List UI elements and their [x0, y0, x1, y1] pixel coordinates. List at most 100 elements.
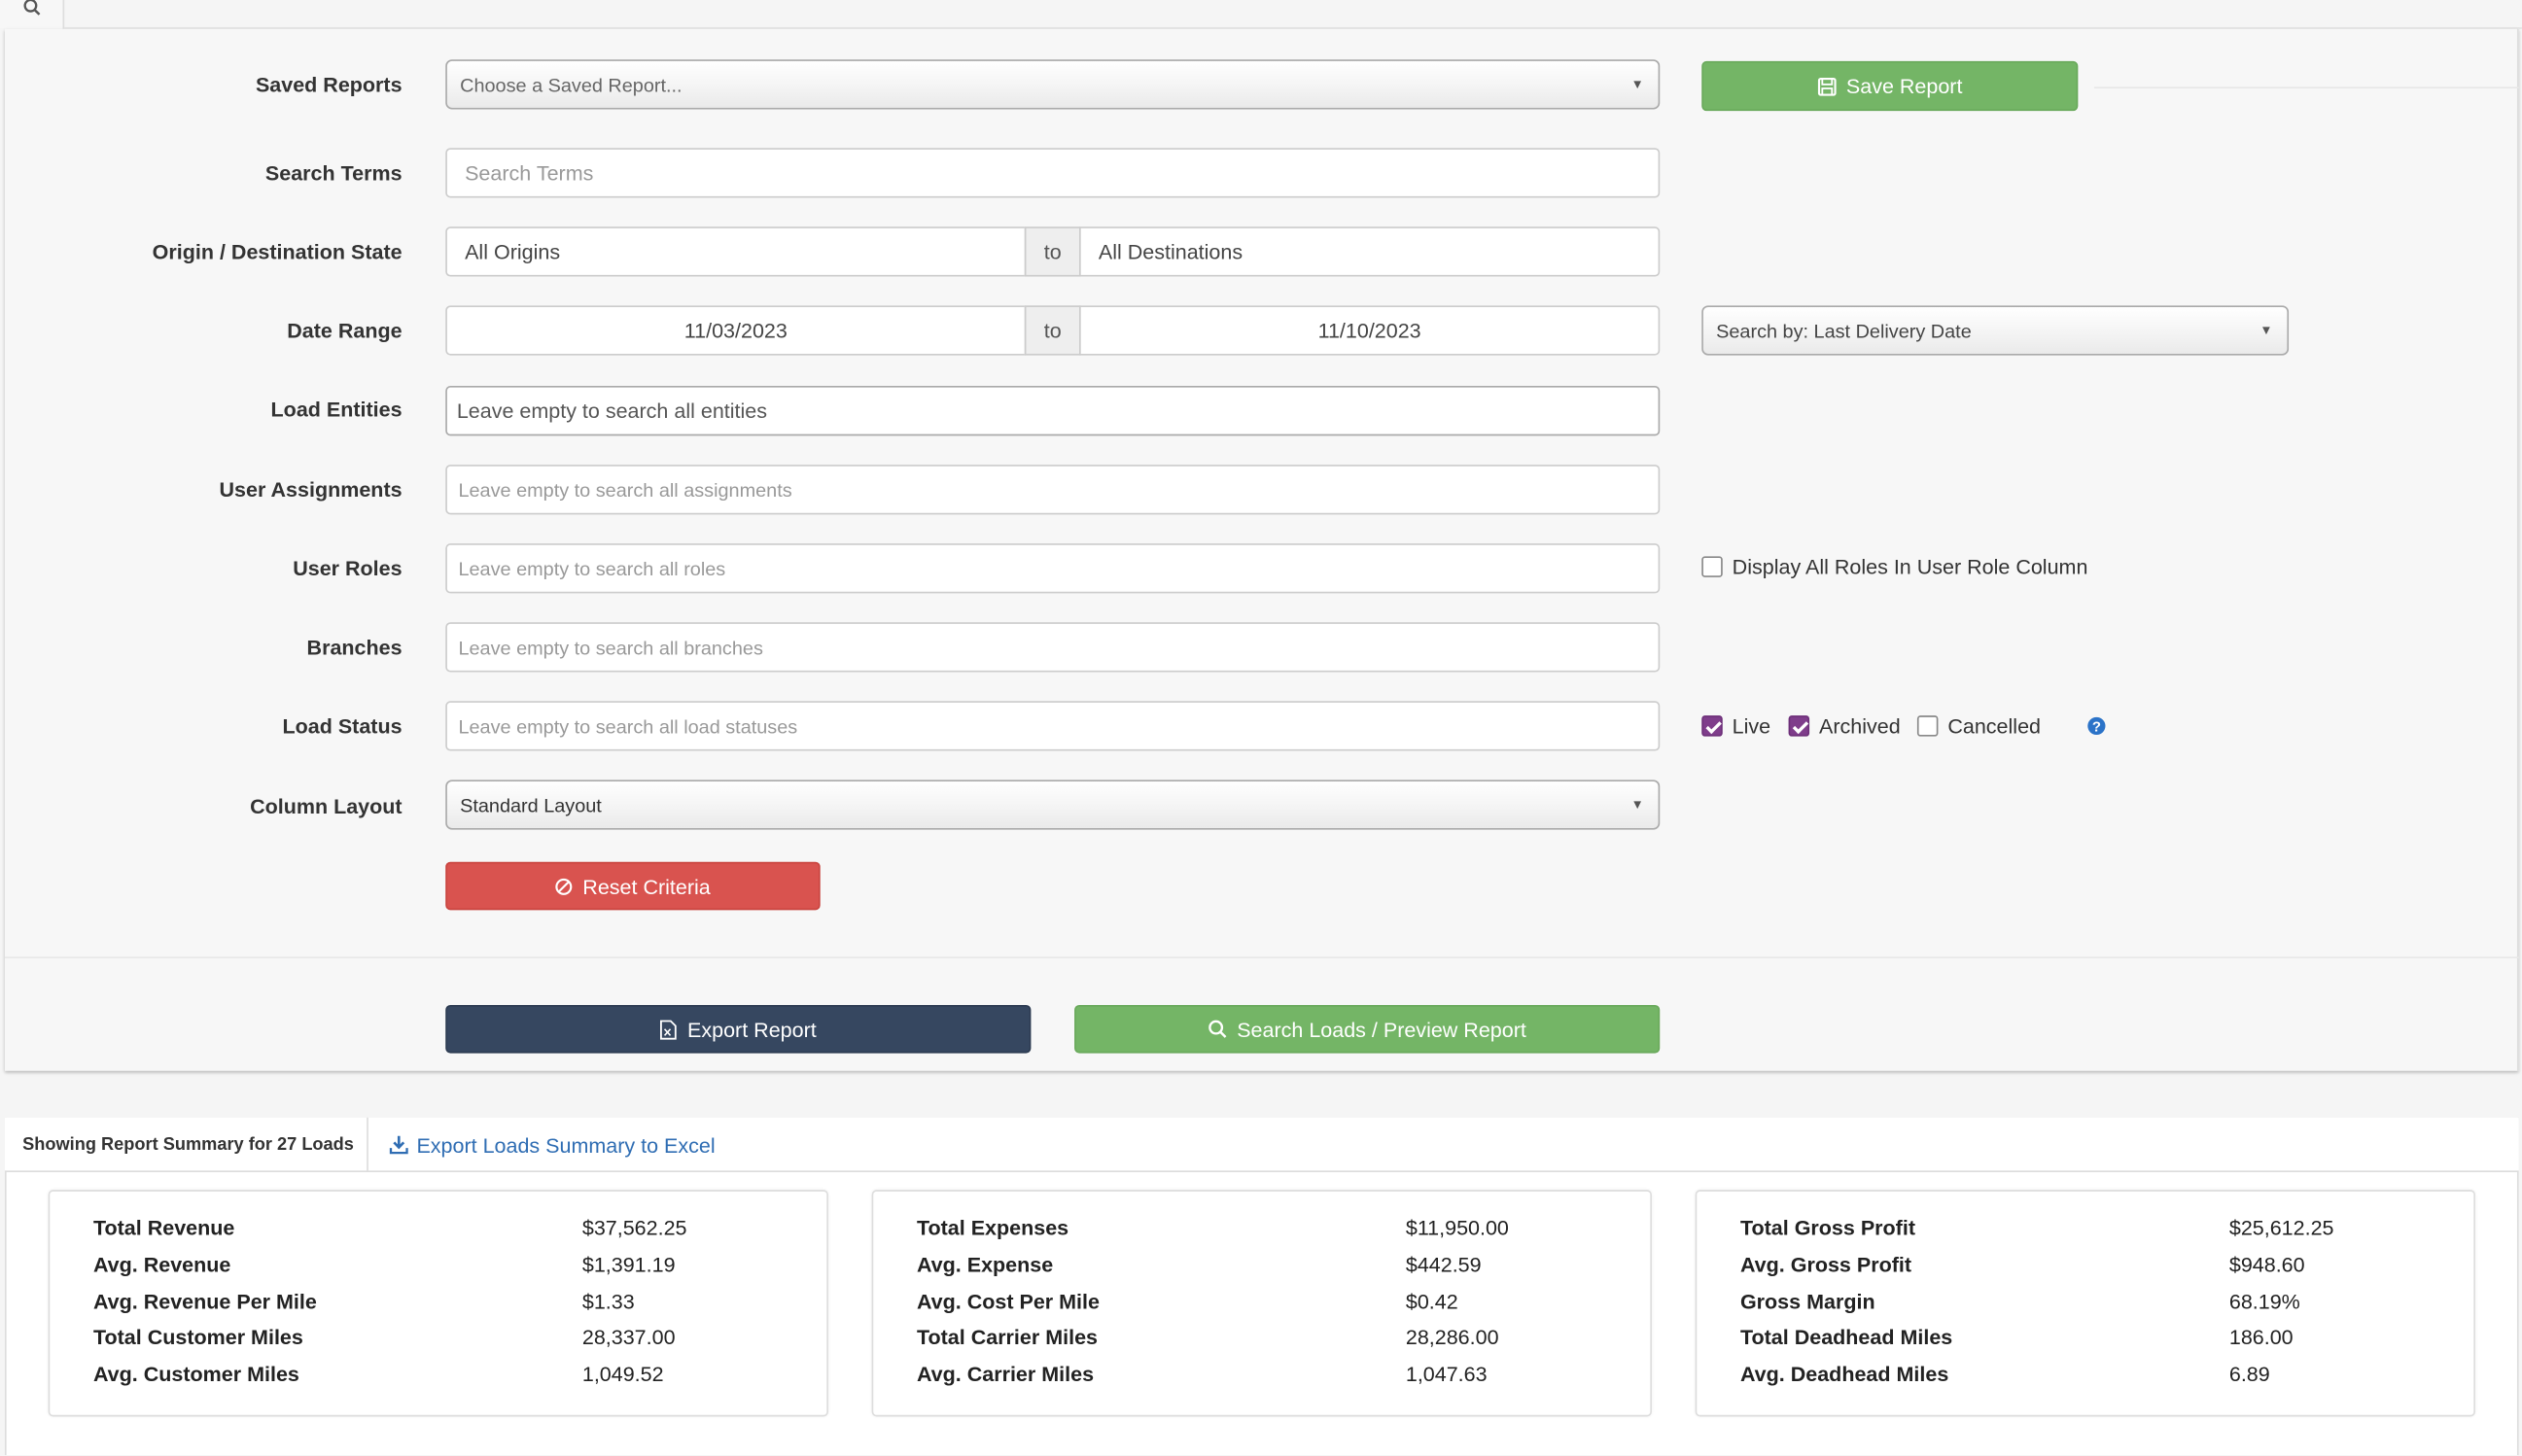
status-archived-checkbox[interactable]: [1788, 715, 1810, 737]
divider: [4, 956, 2519, 958]
stat-label: Avg. Revenue Per Mile: [92, 1289, 317, 1314]
stat-value: $0.42: [1405, 1289, 1458, 1314]
stat-label: Avg. Deadhead Miles: [1739, 1362, 1949, 1387]
profit-summary-card: Total Gross Profit $25,612.25 Avg. Gross…: [1695, 1190, 2475, 1417]
load-entities-placeholder: Leave empty to search all entities: [456, 399, 767, 424]
stat-label: Total Carrier Miles: [916, 1325, 1099, 1349]
branches-placeholder: Leave empty to search all branches: [458, 636, 763, 659]
saved-reports-label: Saved Reports: [255, 72, 403, 97]
search-by-select[interactable]: Search by: Last Delivery Date ▼: [1701, 305, 2290, 356]
caret-down-icon: ▼: [1630, 76, 1644, 91]
status-live-checkbox[interactable]: [1701, 715, 1723, 737]
tab-report-summary[interactable]: Showing Report Summary for 27 Loads: [5, 1117, 368, 1172]
status-archived-option[interactable]: Archived: [1788, 713, 1901, 739]
column-layout-select[interactable]: Standard Layout ▼: [445, 780, 1661, 830]
stat-label: Total Customer Miles: [92, 1325, 303, 1349]
status-cancelled-checkbox[interactable]: [1916, 715, 1939, 737]
load-entities-input[interactable]: Leave empty to search all entities: [445, 386, 1661, 436]
stat-value: 1,049.52: [581, 1362, 664, 1387]
stat-value: 28,337.00: [581, 1325, 676, 1349]
stat-label: Avg. Revenue: [92, 1252, 231, 1277]
export-summary-label: Export Loads Summary to Excel: [416, 1132, 716, 1158]
status-cancelled-option[interactable]: Cancelled: [1916, 713, 2042, 739]
status-live-option[interactable]: Live: [1701, 713, 1771, 739]
stat-value: 6.89: [2228, 1362, 2270, 1387]
search-terms-placeholder: Search Terms: [465, 160, 594, 186]
expense-summary-card: Total Expenses $11,950.00 Avg. Expense $…: [871, 1190, 1652, 1417]
destination-state-input[interactable]: All Destinations: [1079, 226, 1661, 277]
stat-value: 68.19%: [2228, 1289, 2300, 1314]
help-icon[interactable]: ?: [2087, 716, 2106, 736]
user-assignments-label: User Assignments: [219, 477, 403, 503]
summary-tabbar: [4, 1117, 2519, 1172]
load-entities-label: Load Entities: [270, 397, 403, 422]
date-end-value: 11/10/2023: [1317, 318, 1421, 343]
search-icon: [22, 0, 42, 17]
user-roles-label: User Roles: [293, 556, 403, 581]
stat-value: $1,391.19: [581, 1252, 676, 1277]
ban-icon: [555, 877, 573, 895]
column-layout-label: Column Layout: [250, 794, 403, 819]
search-loads-button[interactable]: Search Loads / Preview Report: [1074, 1004, 1661, 1054]
origin-destination-label: Origin / Destination State: [152, 239, 403, 264]
search-terms-input[interactable]: Search Terms: [445, 148, 1661, 198]
stat-value: $948.60: [2228, 1252, 2305, 1277]
reset-criteria-button[interactable]: Reset Criteria: [445, 861, 821, 911]
stat-label: Total Deadhead Miles: [1739, 1325, 1953, 1349]
stat-value: 28,286.00: [1405, 1325, 1499, 1349]
excel-file-icon: [660, 1019, 678, 1040]
display-all-roles-checkbox[interactable]: [1701, 556, 1723, 577]
display-all-roles-option[interactable]: Display All Roles In User Role Column: [1701, 555, 2087, 579]
search-loads-label: Search Loads / Preview Report: [1237, 1017, 1526, 1042]
revenue-summary-card: Total Revenue $37,562.25 Avg. Revenue $1…: [48, 1190, 828, 1417]
load-status-label: Load Status: [282, 713, 403, 739]
date-start-value: 11/03/2023: [683, 318, 788, 343]
top-toolbar: [0, 0, 2522, 29]
load-status-placeholder: Leave empty to search all load statuses: [458, 714, 798, 738]
user-roles-placeholder: Leave empty to search all roles: [458, 557, 726, 580]
stat-value: $442.59: [1405, 1252, 1482, 1277]
user-roles-input[interactable]: Leave empty to search all roles: [445, 543, 1661, 594]
origin-to-connector: to: [1024, 226, 1081, 277]
save-report-label: Save Report: [1845, 74, 1963, 98]
export-report-button[interactable]: Export Report: [445, 1004, 1032, 1054]
saved-reports-value: Choose a Saved Report...: [460, 73, 683, 96]
branches-input[interactable]: Leave empty to search all branches: [445, 622, 1661, 673]
status-live-label: Live: [1732, 713, 1771, 739]
stat-label: Avg. Expense: [916, 1252, 1054, 1277]
load-status-input[interactable]: Leave empty to search all load statuses: [445, 701, 1661, 751]
stat-value: 186.00: [2228, 1325, 2294, 1349]
origin-state-input[interactable]: All Origins: [445, 226, 1027, 277]
divider: [2093, 87, 2519, 88]
save-report-button[interactable]: Save Report: [1701, 60, 2079, 112]
stat-value: $25,612.25: [2228, 1215, 2334, 1240]
search-icon: [1208, 1020, 1227, 1039]
date-to-connector: to: [1024, 305, 1081, 356]
stat-label: Total Gross Profit: [1739, 1215, 1915, 1240]
caret-down-icon: ▼: [2259, 322, 2273, 337]
stat-value: $1.33: [581, 1289, 635, 1314]
stat-label: Avg. Customer Miles: [92, 1362, 299, 1387]
stat-label: Avg. Carrier Miles: [916, 1362, 1095, 1387]
toolbar-search-button[interactable]: [0, 0, 65, 29]
destination-state-value: All Destinations: [1098, 239, 1243, 264]
date-range-label: Date Range: [287, 318, 403, 343]
search-by-value: Search by: Last Delivery Date: [1716, 319, 1972, 342]
stat-label: Total Expenses: [916, 1215, 1069, 1240]
caret-down-icon: ▼: [1630, 796, 1644, 812]
status-cancelled-label: Cancelled: [1947, 713, 2042, 739]
stat-label: Gross Margin: [1739, 1289, 1875, 1314]
date-start-input[interactable]: 11/03/2023: [445, 305, 1027, 356]
stat-value: $11,950.00: [1405, 1215, 1509, 1240]
download-icon: [389, 1135, 408, 1155]
saved-reports-select[interactable]: Choose a Saved Report... ▼: [445, 59, 1661, 110]
export-report-label: Export Report: [687, 1017, 817, 1042]
user-assignments-input[interactable]: Leave empty to search all assignments: [445, 465, 1661, 515]
stat-label: Avg. Cost Per Mile: [916, 1289, 1100, 1314]
status-archived-label: Archived: [1819, 713, 1901, 739]
date-end-input[interactable]: 11/10/2023: [1079, 305, 1661, 356]
origin-state-value: All Origins: [465, 239, 561, 264]
reset-criteria-label: Reset Criteria: [582, 874, 711, 898]
export-summary-link[interactable]: Export Loads Summary to Excel: [389, 1118, 716, 1172]
user-assignments-placeholder: Leave empty to search all assignments: [458, 478, 792, 502]
